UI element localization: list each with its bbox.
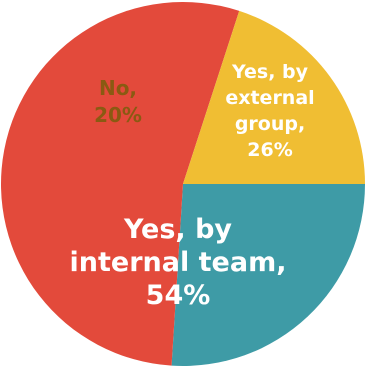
pie-slice-label-2: No, 20%: [94, 76, 142, 127]
pie-slice-label-line: Yes, by: [231, 61, 309, 83]
pie-slice-label-line: No,: [99, 76, 137, 100]
pie-slice-2: [183, 10, 365, 184]
pie-slice-label-line: group,: [235, 113, 305, 135]
pie-slice-label-line: 26%: [247, 139, 292, 161]
pie-slice-0: [171, 184, 365, 366]
pie-slice-label-1: Yes, by internal team, 54%: [70, 214, 287, 311]
pie-slice-label-line: external: [225, 87, 314, 109]
pie-slice-label-line: internal team,: [70, 247, 287, 278]
pie-slice-label-line: 20%: [94, 103, 142, 127]
pie-slice-1: [1, 2, 240, 366]
pie-slice-label-line: 54%: [146, 280, 211, 311]
pie-slice-label-line: Yes, by: [123, 214, 232, 245]
pie-slice-label-0: Yes, by external group, 26%: [225, 61, 314, 161]
